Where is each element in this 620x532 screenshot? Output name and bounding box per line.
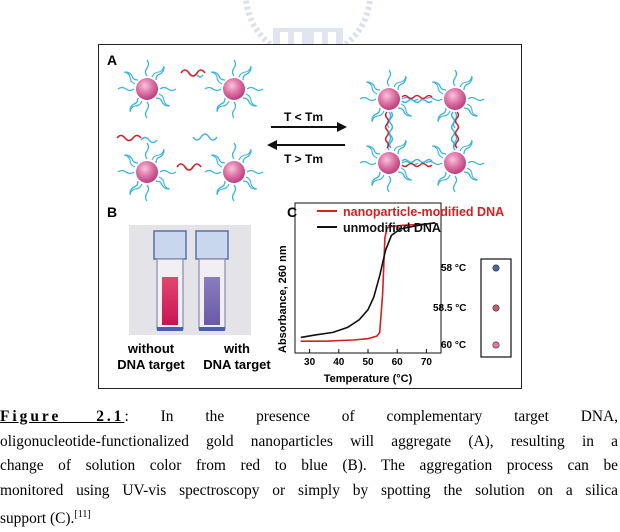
target-dna-strand [192, 133, 218, 141]
caption-line-1: : In the presence of complementary targe… [124, 408, 618, 425]
figure-caption: Figure 2.1: In the presence of complemen… [0, 405, 620, 532]
vial-right-label-1: with [223, 341, 250, 356]
legend-label-unmodified: unmodified DNA [343, 221, 441, 235]
spot-inset [480, 258, 512, 358]
nanoparticle [359, 69, 419, 129]
x-axis-label: Temperature (°C) [324, 373, 413, 385]
nanoparticle [204, 59, 264, 119]
vial-right-label-2: DNA target [203, 357, 271, 372]
figure-graphic: A T < Tm T > Tm [107, 52, 512, 385]
blue-solution [204, 277, 220, 325]
nanoparticle [117, 59, 177, 119]
caption-line-4: monitored using UV-vis spectroscopy or s… [0, 481, 618, 499]
panel-c-label: C [287, 204, 297, 220]
caption-line-2: oligonucleotide-functionalized gold nano… [0, 432, 618, 450]
spot-58-5 [492, 304, 500, 312]
caption-line-5: support (C). [0, 510, 75, 528]
nanoparticle [117, 142, 177, 202]
x-tick-label: 50 [362, 357, 374, 368]
absorbance-plot [300, 222, 436, 343]
y-axis-label: Absorbance, 260 nm [277, 245, 289, 353]
vial-cap [195, 230, 229, 260]
x-tick-label: 30 [304, 357, 316, 368]
nanoparticle [425, 69, 485, 129]
x-tick-label: 40 [333, 357, 345, 368]
legend-label-nanoparticle: nanoparticle-modified DNA [343, 205, 504, 219]
panel-a-label: A [107, 52, 117, 68]
x-tick-label: 70 [421, 357, 433, 368]
caption-line-3: change of solution color from red to blu… [0, 457, 618, 474]
vial-photo-background [129, 225, 251, 335]
arrow-reverse-label: T > Tm [284, 152, 323, 166]
target-dna-strand [180, 69, 206, 77]
curve-nanoparticle-dna [300, 222, 436, 343]
target-dna-strand [116, 134, 142, 142]
panel-b-label: B [107, 204, 117, 220]
spot-60 [492, 341, 500, 349]
spot-58 [492, 264, 500, 272]
vial-left-label-1: without [127, 341, 175, 356]
red-solution [162, 277, 178, 325]
figure-2-1: A T < Tm T > Tm [98, 44, 522, 389]
dna-crosslinks [384, 94, 460, 168]
vial-left-label-2: DNA target [117, 357, 185, 372]
x-tick-label: 60 [392, 357, 404, 368]
nanoparticle [425, 133, 485, 193]
spot-label-58-5: 58.5 °C [433, 303, 466, 314]
nanoparticle [204, 142, 264, 202]
caption-label: Figure 2.1 [0, 408, 125, 425]
target-dna-strand [176, 163, 202, 171]
caption-reference: [11] [74, 509, 91, 520]
arrow-forward-label: T < Tm [284, 110, 323, 124]
spot-label-58: 58 °C [441, 263, 466, 274]
curve-unmodified-dna [300, 222, 436, 339]
vial-cap [153, 230, 187, 260]
nanoparticle [359, 133, 419, 193]
spot-label-60: 60 °C [441, 340, 466, 351]
